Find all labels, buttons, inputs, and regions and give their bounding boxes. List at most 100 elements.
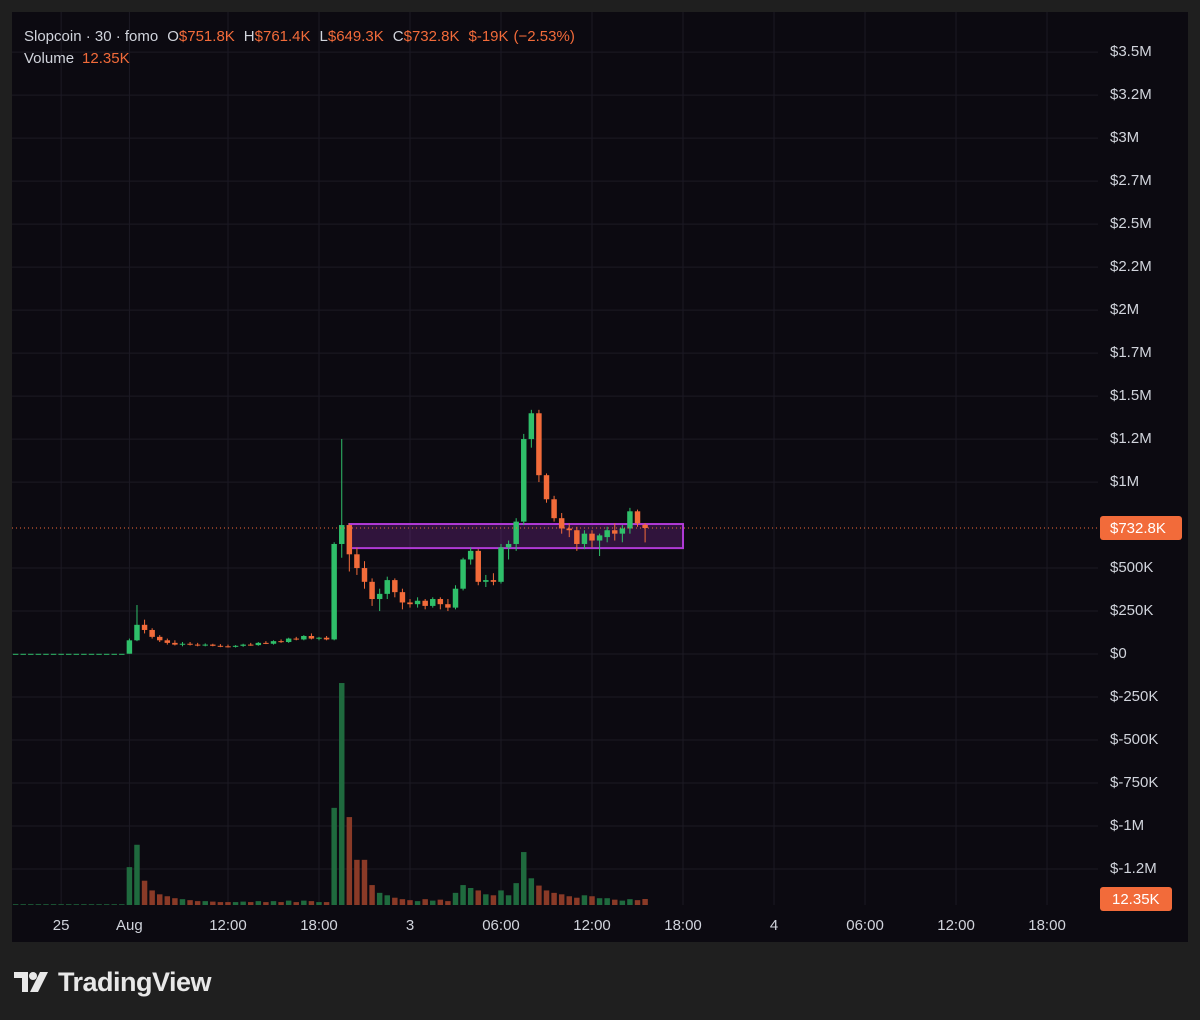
change-percent: (−2.53%) (513, 28, 575, 45)
candle-body (536, 413, 542, 476)
volume-bar (65, 904, 72, 905)
y-tick-label: $1M (1110, 473, 1139, 490)
volume-bar (278, 902, 284, 905)
y-tick-label: $2M (1110, 301, 1139, 318)
volume-bar (361, 859, 368, 905)
candle-body (172, 642, 178, 645)
volume-bar (452, 892, 459, 905)
candle-body (65, 653, 72, 655)
candle-body (293, 638, 299, 640)
volume-bar (111, 904, 117, 905)
volume-row: Volume 12.35K (24, 48, 575, 70)
y-tick-label: $2.2M (1110, 258, 1152, 275)
change-value: $-19K (468, 28, 509, 45)
volume-bar (263, 902, 269, 905)
volume-bar (399, 899, 406, 905)
candle-body (270, 641, 277, 644)
volume-bar (255, 901, 262, 905)
candle-body (414, 600, 421, 605)
candle-body (225, 646, 231, 648)
candle-body (627, 511, 633, 529)
candle-body (612, 530, 618, 534)
volume-bar (581, 895, 588, 905)
candle-body (194, 644, 201, 646)
volume-value: 12.35K (82, 50, 130, 67)
candle-body (301, 635, 307, 640)
legend: Slopcoin · 30 · fomo O$751.8K H$761.4K L$64… (24, 26, 575, 70)
volume-bar (354, 859, 360, 905)
candle-body (248, 644, 254, 646)
candle-body (634, 511, 641, 524)
candle-body (604, 530, 610, 538)
candle-body (240, 644, 246, 646)
x-tick-label: 18:00 (664, 917, 702, 934)
volume-bar (589, 896, 595, 905)
candle-body (528, 413, 535, 440)
volume-bar (179, 899, 186, 905)
ohlc-value: $649.3K (327, 28, 384, 45)
y-tick-label: $1.5M (1110, 387, 1152, 404)
candle-body (551, 499, 557, 519)
volume-bar (141, 880, 148, 905)
volume-bar (612, 899, 618, 905)
candle-body (164, 640, 171, 643)
candle-body (141, 624, 148, 630)
symbol-title: Slopcoin · 30 · fomo (24, 28, 159, 45)
candle-body (498, 547, 504, 582)
volume-bar (460, 885, 466, 905)
candle-body (339, 525, 345, 544)
volume-bar (164, 896, 171, 905)
y-tick-label: $-750K (1110, 774, 1158, 791)
candle-body (81, 653, 87, 655)
y-tick-label: $3.2M (1110, 86, 1152, 103)
ohlc-key: H (243, 28, 255, 45)
y-tick-label: $-1.2M (1110, 860, 1157, 877)
ohlc-row: Slopcoin · 30 · fomo O$751.8K H$761.4K L$64… (24, 26, 575, 48)
candle-body (619, 528, 626, 534)
candle-body (28, 653, 34, 655)
candle-body (50, 653, 57, 655)
candle-body (316, 637, 322, 639)
candle-body (407, 602, 413, 605)
y-tick-label: $1.7M (1110, 344, 1152, 361)
volume-bar (126, 867, 133, 905)
x-tick-label: 25 (53, 917, 70, 934)
volume-bar (331, 807, 337, 905)
volume-bar (566, 896, 572, 905)
volume-bar (240, 901, 246, 905)
volume-bar (528, 878, 535, 905)
candle-body (574, 530, 580, 544)
volume-bar (323, 902, 330, 905)
ohlc-value: $751.8K (178, 28, 235, 45)
candle-body (278, 641, 284, 643)
volume-bar (521, 852, 527, 905)
candle-body (467, 550, 474, 560)
volume-bar (28, 904, 34, 905)
volume-bar (339, 683, 345, 905)
candle-body (73, 653, 80, 655)
candle-body (103, 653, 110, 655)
candle-body (96, 653, 102, 655)
x-tick-label: Aug (116, 917, 143, 934)
candle-body (88, 653, 95, 655)
candle-body (285, 638, 292, 643)
volume-bar (58, 904, 64, 905)
candle-body (149, 629, 155, 637)
volume-bar (619, 900, 626, 905)
candle-body (354, 554, 360, 569)
volume-bar (35, 904, 42, 905)
volume-bar (43, 904, 49, 905)
brand-name: TradingView (58, 966, 212, 997)
volume-bar (369, 885, 375, 905)
candle-body (505, 543, 512, 548)
volume-bar (627, 899, 633, 905)
candle-body (384, 580, 390, 594)
y-tick-label: $1.2M (1110, 430, 1152, 447)
x-tick-label: 12:00 (209, 917, 247, 934)
volume-bar (270, 901, 277, 905)
candle-body (255, 642, 262, 646)
candle-body (642, 524, 648, 529)
volume-key: Volume (24, 50, 75, 67)
candle-body (369, 581, 375, 600)
